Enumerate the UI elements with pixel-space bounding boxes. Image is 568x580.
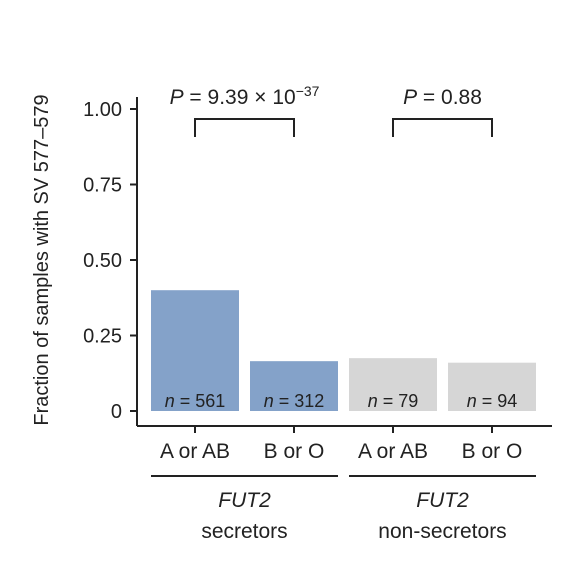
y-tick-label-0: 0 (111, 401, 122, 423)
y-tick-label-2: 0.50 (83, 250, 122, 272)
category-label-4: B or O (462, 440, 523, 463)
labels-layer: n = 561 A or AB n = 312 B or O n = 79 A or AB… (31, 83, 522, 543)
comparison-bracket-1 (194, 118, 295, 137)
bars-layer (151, 290, 536, 411)
n-label-4: n = 94 (467, 391, 518, 411)
n-label-2: n = 312 (264, 391, 325, 411)
p-value-label-1: P = 9.39 × 10−37 (170, 83, 320, 109)
group-status-label-2: non-secretors (378, 520, 506, 543)
bar-3 (349, 358, 437, 411)
y-tick-label-1: 0.25 (83, 326, 122, 348)
comparison-bracket-2 (392, 118, 493, 137)
y-tick-label-3: 0.75 (83, 175, 122, 197)
category-label-3: A or AB (358, 440, 428, 463)
n-label-3: n = 79 (368, 391, 419, 411)
bar-4 (448, 362, 536, 411)
group-gene-label-2: FUT2 (416, 489, 469, 512)
n-label-1: n = 561 (165, 391, 226, 411)
category-label-2: B or O (264, 440, 325, 463)
group-gene-label-1: FUT2 (218, 489, 271, 512)
y-axis-label: Fraction of samples with SV 577–579 (31, 94, 53, 425)
category-label-1: A or AB (160, 440, 230, 463)
bar-2 (250, 361, 338, 411)
y-tick-label-4: 1.00 (83, 99, 122, 121)
bar-1 (151, 290, 239, 411)
group-status-label-1: secretors (201, 520, 287, 543)
axes-layer (130, 97, 552, 477)
p-value-label-2: P = 0.88 (403, 86, 482, 109)
